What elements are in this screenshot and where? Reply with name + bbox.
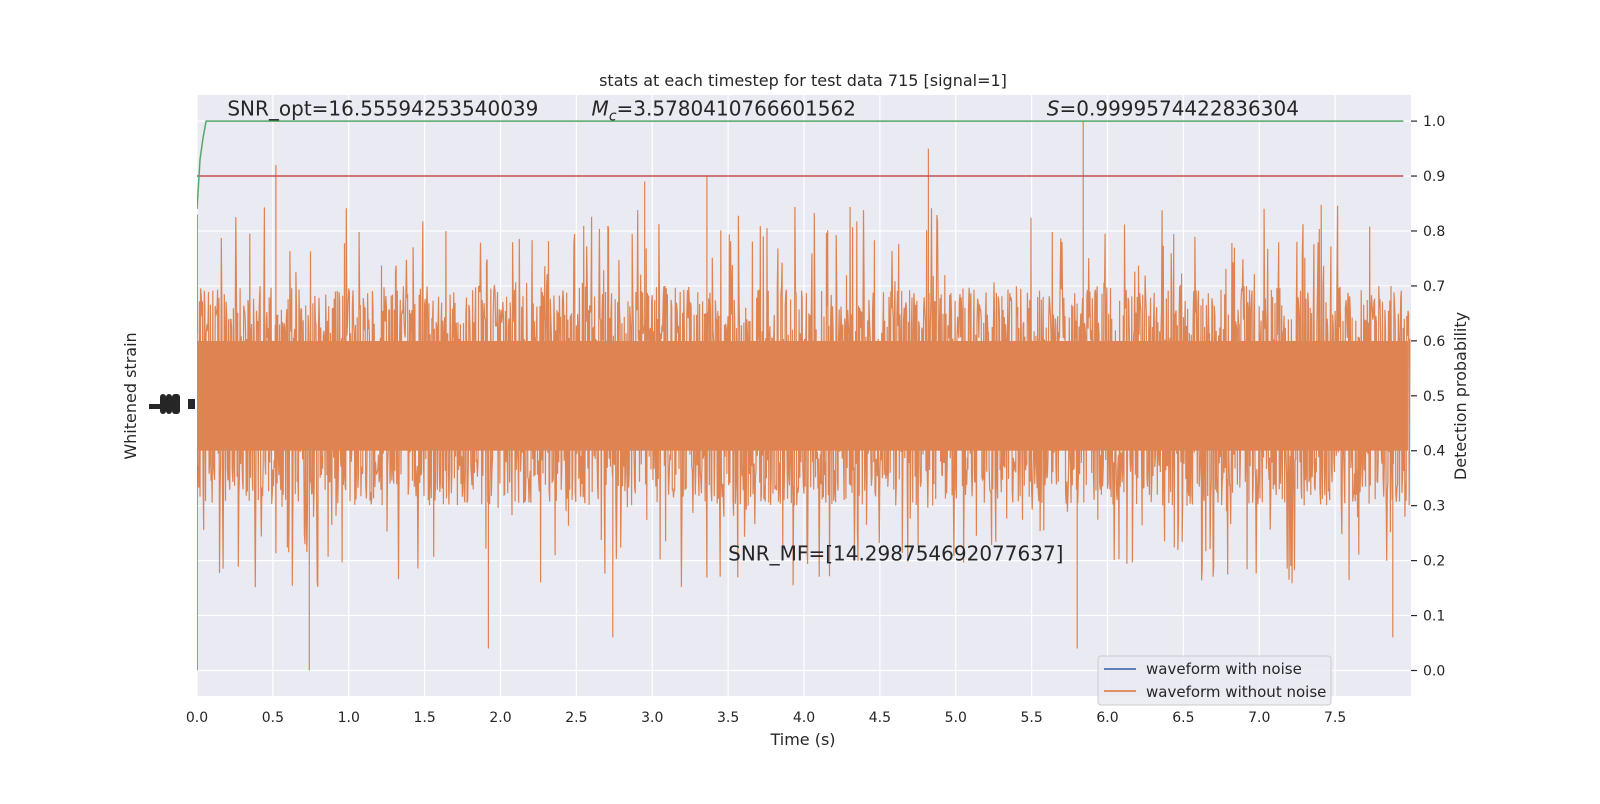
x-tick-label: 1.5 bbox=[413, 710, 435, 726]
y-axis-left-label: Whitened strain bbox=[121, 332, 140, 459]
annotation-snr-opt: SNR_opt=16.55594253540039 bbox=[227, 97, 538, 121]
annotation-s-symbol: S bbox=[1047, 97, 1060, 121]
x-axis-ticks: 0.0 0.5 1.0 1.5 2.0 2.5 3.0 3.5 4.0 4.5 5.0 5.5 6.0 6… bbox=[186, 710, 1346, 726]
x-tick-label: 4.5 bbox=[869, 710, 891, 726]
x-tick-label: 4.0 bbox=[793, 710, 815, 726]
annotation-chirp-mass-subscript: c bbox=[609, 109, 617, 125]
x-tick-label: 3.5 bbox=[717, 710, 739, 726]
annotation-snr-mf: SNR_MF=[14.298754692077637] bbox=[728, 542, 1063, 566]
x-tick-label: 2.5 bbox=[565, 710, 587, 726]
y-tick-label: 0.8 bbox=[1423, 224, 1445, 240]
x-tick-label: 5.5 bbox=[1020, 710, 1042, 726]
legend-label-waveform-without-noise: waveform without noise bbox=[1146, 683, 1326, 701]
annotation-s-value: =0.9999574422836304 bbox=[1060, 97, 1299, 121]
x-tick-label: 2.0 bbox=[489, 710, 511, 726]
y-tick-label: 0.4 bbox=[1423, 444, 1445, 460]
annotation-chirp-mass-symbol: M bbox=[592, 97, 609, 121]
y-axis-right-ticks: 0.0 0.1 0.2 0.3 0.4 0.5 0.6 0.7 0.8 0.9 1.0 bbox=[1411, 114, 1445, 680]
x-tick-label: 7.0 bbox=[1248, 710, 1270, 726]
left-axis-ticks-cluster bbox=[149, 394, 195, 414]
annotation-s: S=0.9999574422836304 bbox=[1047, 97, 1299, 121]
detection-probability-line bbox=[197, 120, 1404, 210]
x-tick-label: 5.0 bbox=[945, 710, 967, 726]
annotation-chirp-mass-value: =3.5780410766601562 bbox=[617, 97, 856, 121]
x-axis-label: Time (s) bbox=[769, 730, 835, 749]
x-tick-label: 0.0 bbox=[186, 710, 208, 726]
y-axis-right-label: Detection probability bbox=[1451, 312, 1470, 480]
x-tick-label: 0.5 bbox=[262, 710, 284, 726]
y-tick-label: 0.2 bbox=[1423, 554, 1445, 570]
x-tick-label: 1.0 bbox=[338, 710, 360, 726]
x-tick-label: 3.0 bbox=[641, 710, 663, 726]
chart-title: stats at each timestep for test data 715… bbox=[599, 71, 1007, 90]
series-waveform-without-noise-line bbox=[197, 121, 1411, 671]
y-tick-label: 0.7 bbox=[1423, 279, 1445, 295]
x-tick-label: 6.5 bbox=[1172, 710, 1194, 726]
x-tick-label: 6.0 bbox=[1096, 710, 1118, 726]
y-tick-label: 0.1 bbox=[1423, 609, 1445, 625]
y-tick-label: 0.5 bbox=[1423, 389, 1445, 405]
legend-label-waveform-with-noise: waveform with noise bbox=[1146, 660, 1302, 678]
legend-frame bbox=[1097, 655, 1332, 706]
legend: waveform with noise waveform without noi… bbox=[1097, 655, 1332, 706]
y-tick-label: 0.3 bbox=[1423, 499, 1445, 515]
y-tick-label: 0.6 bbox=[1423, 334, 1445, 350]
x-tick-label: 7.5 bbox=[1324, 710, 1346, 726]
y-tick-label: 0.9 bbox=[1423, 169, 1445, 185]
annotation-chirp-mass: Mc=3.5780410766601562 bbox=[592, 97, 856, 125]
y-tick-label: 1.0 bbox=[1423, 114, 1445, 130]
y-tick-label: 0.0 bbox=[1423, 664, 1445, 680]
